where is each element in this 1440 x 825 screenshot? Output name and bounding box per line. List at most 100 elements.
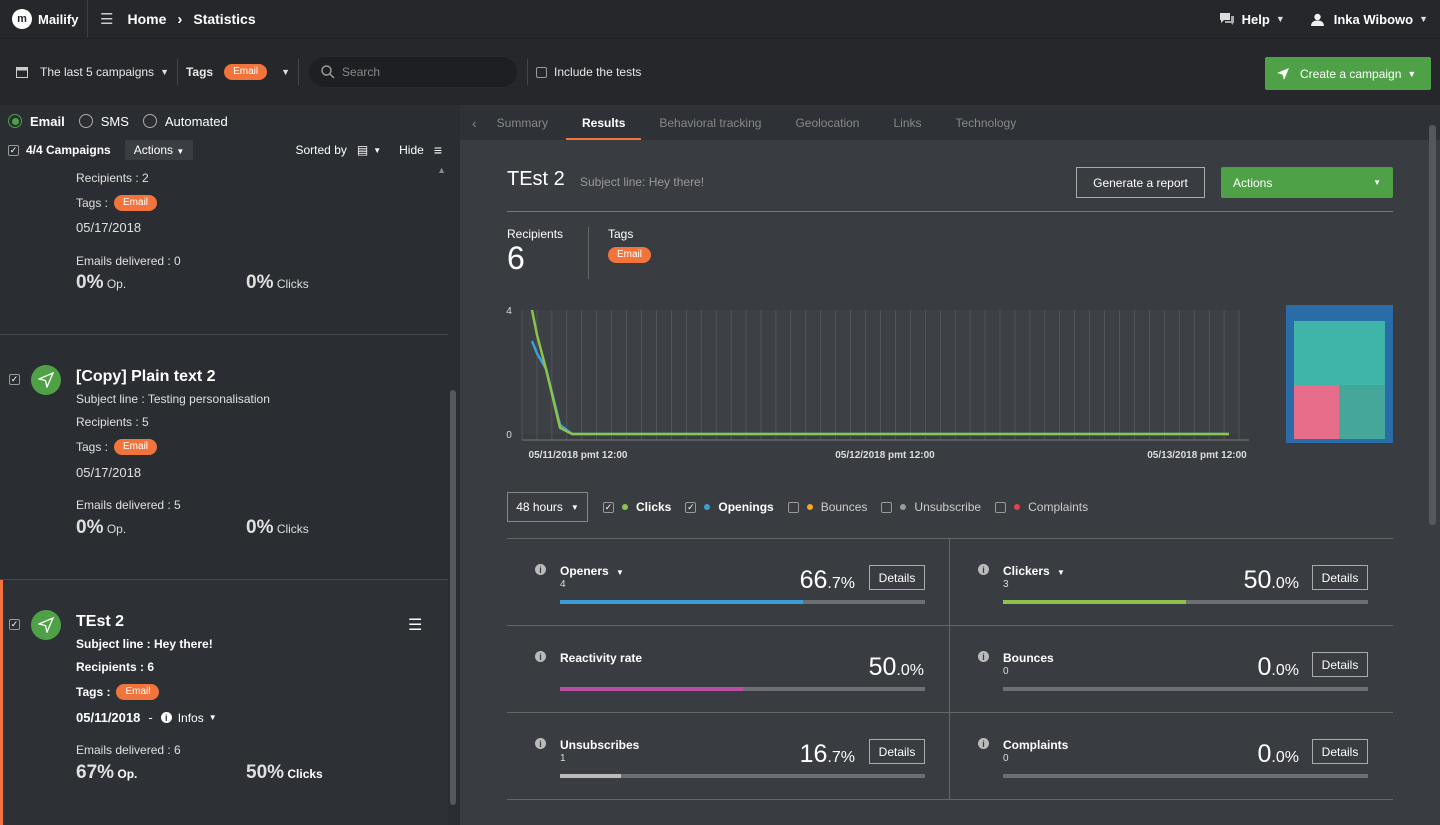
chevron-down-icon[interactable]: ▼	[616, 568, 624, 577]
period-select[interactable]: The last 5 campaigns ▼	[16, 65, 169, 79]
tab-summary[interactable]: Summary	[496, 115, 549, 130]
click-rate: 0%	[246, 517, 274, 538]
campaign-menu-icon[interactable]: ☰	[408, 617, 423, 634]
menu-icon[interactable]: ☰	[100, 11, 114, 28]
campaign-recipients: Recipients : 2	[76, 171, 149, 185]
legend-checkbox[interactable]: ✓	[685, 501, 697, 513]
actions-button[interactable]: Actions ▼	[1221, 167, 1393, 198]
tag-badge: Email	[114, 439, 158, 455]
help-label: Help	[1241, 11, 1270, 27]
x-tick-label: 05/12/2018 pmt 12:00	[835, 450, 935, 461]
info-icon[interactable]: i	[160, 712, 172, 723]
generate-report-button[interactable]: Generate a report	[1076, 167, 1205, 198]
chevron-down-icon[interactable]: ▼	[1057, 568, 1065, 577]
breadcrumb-current: Statistics	[193, 11, 256, 27]
details-button[interactable]: Details	[1312, 652, 1368, 677]
top-bar: m Mailify ☰ Home › Statistics Help ▼ Ink…	[0, 0, 1440, 38]
sort-icon[interactable]: ▤	[356, 143, 369, 157]
details-button[interactable]: Details	[869, 739, 925, 764]
breadcrumb: Home › Statistics	[127, 11, 255, 28]
campaign-card-selected[interactable]: ✓ TEst 2 ☰ Subject line : Hey there! Rec…	[0, 580, 448, 825]
list-scrollbar[interactable]	[450, 390, 456, 805]
chevron-down-icon[interactable]: ▼	[373, 145, 382, 155]
tab-results[interactable]: Results	[566, 105, 642, 140]
open-rate: 0%	[76, 517, 104, 538]
campaign-subject: Subject line: Hey there!	[580, 175, 705, 189]
stat-count: 1	[560, 753, 566, 764]
campaign-recipients: Recipients : 5	[76, 415, 149, 429]
tag-badge[interactable]: Email	[224, 64, 268, 80]
infos-toggle[interactable]: Infos	[177, 710, 204, 725]
search-icon	[321, 65, 335, 79]
open-rate: 0%	[76, 272, 104, 293]
info-icon[interactable]: i	[978, 564, 989, 575]
scroll-up-icon[interactable]: ▲	[437, 165, 446, 175]
info-icon[interactable]: i	[535, 738, 546, 749]
details-button[interactable]: Details	[869, 565, 925, 590]
include-tests-checkbox[interactable]: Include the tests	[536, 65, 641, 79]
info-icon[interactable]: i	[978, 738, 989, 749]
legend-checkbox[interactable]	[787, 501, 799, 513]
user-menu[interactable]: Inka Wibowo ▼	[1310, 12, 1428, 27]
stat-value: 50.0%	[868, 653, 924, 681]
campaign-checkbox[interactable]: ✓	[9, 619, 20, 630]
tab-behavioral-tracking[interactable]: Behavioral tracking	[659, 115, 762, 130]
actions-dropdown[interactable]: Actions ▼	[124, 140, 194, 160]
hide-label[interactable]: Hide	[399, 143, 424, 157]
time-range-select[interactable]: 48 hours ▼	[507, 492, 588, 522]
legend-checkbox[interactable]	[995, 501, 1007, 513]
campaign-title[interactable]: TEst 2	[76, 613, 125, 630]
search-input[interactable]: Search	[309, 57, 518, 87]
legend-item-unsubscribe[interactable]: Unsubscribe	[881, 500, 981, 514]
chevron-down-icon[interactable]: ▼	[281, 67, 291, 77]
tags-filter[interactable]: Tags Email ▼	[186, 64, 290, 80]
tags-label: Tags :	[76, 440, 109, 454]
legend-checkbox[interactable]: ✓	[603, 501, 614, 513]
radio-sms[interactable]	[78, 114, 93, 128]
campaign-detail-panel: ‹ Summary Results Behavioral tracking Ge…	[460, 105, 1440, 825]
create-campaign-button[interactable]: Create a campaign ▼	[1265, 57, 1431, 90]
stat-value: 50.0%	[1243, 566, 1299, 594]
help-menu[interactable]: Help ▼	[1219, 11, 1285, 27]
legend-item-bounces[interactable]: Bounces	[787, 500, 867, 514]
details-button[interactable]: Details	[1312, 565, 1368, 590]
tab-geolocation[interactable]: Geolocation	[795, 115, 860, 130]
chevron-down-icon: ▼	[1373, 178, 1381, 187]
details-button[interactable]: Details	[1312, 739, 1368, 764]
campaign-checkbox[interactable]: ✓	[9, 374, 20, 385]
stat-count: 3	[1003, 579, 1009, 590]
campaign-title[interactable]: [Copy] Plain text 2	[76, 368, 216, 385]
results-chart: 4 0 05/11/2018 pmt 12:00 05/12/2018 pmt 12:…	[506, 306, 1249, 461]
detail-scrollbar[interactable]	[1429, 125, 1436, 525]
open-rate: 67%	[76, 762, 115, 783]
app-logo[interactable]: m Mailify	[0, 0, 88, 38]
chevron-down-icon[interactable]: ▼	[208, 713, 217, 722]
legend-item-clicks[interactable]: ✓ Clicks	[603, 500, 671, 514]
stat-value: 66.7%	[799, 566, 855, 594]
info-icon[interactable]: i	[535, 651, 546, 662]
legend-item-openings[interactable]: ✓ Openings	[685, 500, 774, 514]
legend-item-complaints[interactable]: Complaints	[995, 500, 1088, 514]
tab-links[interactable]: Links	[893, 115, 922, 130]
chevron-left-icon[interactable]: ‹	[472, 114, 477, 131]
stat-progress-fill	[560, 687, 743, 691]
tags-label: Tags :	[76, 196, 109, 210]
email-preview-thumbnail[interactable]	[1286, 305, 1393, 443]
info-icon[interactable]: i	[535, 564, 546, 575]
radio-email[interactable]	[8, 114, 22, 128]
stat-label: Unsubscribes	[560, 738, 640, 752]
legend-checkbox[interactable]	[881, 501, 893, 513]
campaign-card[interactable]: ✓ [Copy] Plain text 2 Subject line : Tes…	[0, 335, 448, 580]
collapse-panel-icon[interactable]: ≡	[433, 142, 442, 158]
info-icon[interactable]: i	[978, 651, 989, 662]
checkbox[interactable]	[536, 66, 548, 78]
x-tick-label: 05/13/2018 pmt 12:00	[1147, 450, 1247, 461]
radio-automated[interactable]	[142, 114, 157, 128]
stat-card-unsubscribes: i Unsubscribes 1 16.7% Details	[507, 713, 950, 800]
breadcrumb-home[interactable]: Home	[127, 11, 167, 27]
chevron-down-icon: ▼	[1419, 14, 1428, 24]
stat-value: 0.0%	[1257, 653, 1299, 681]
select-all-checkbox[interactable]: ✓	[8, 144, 19, 156]
campaign-card[interactable]: Recipients : 2 Tags : Email 05/17/2018 E…	[0, 163, 448, 335]
tab-technology[interactable]: Technology	[955, 115, 1017, 130]
